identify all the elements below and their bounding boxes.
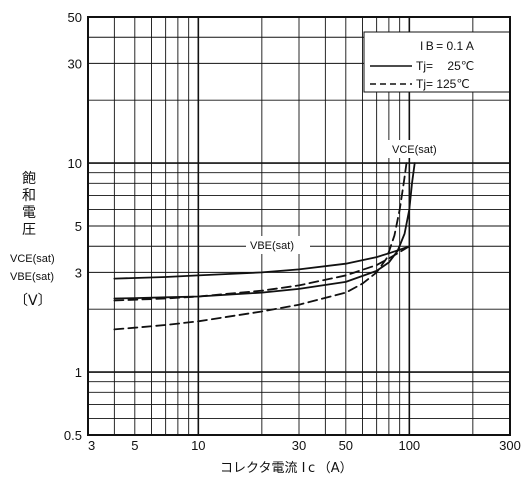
x-tick-label: 3 (88, 438, 95, 453)
ylabel-unit: 〔V〕 (14, 293, 52, 309)
ylabel-vce: VCE(sat) (10, 253, 55, 265)
legend-box (363, 31, 511, 93)
y-tick-label: 50 (68, 10, 82, 25)
y-tick-label: 1 (75, 365, 82, 380)
legend: I B = 0.1 A Tj= 25℃ Tj= 125℃ (363, 31, 511, 93)
annotation-vbe-bg (246, 236, 310, 254)
y-tick-label: 5 (75, 219, 82, 234)
x-tick-label: 50 (339, 438, 353, 453)
y-tick-label: 0.5 (64, 428, 82, 443)
x-tick-label: 10 (191, 438, 205, 453)
plot-frame (87, 16, 511, 436)
annotation-vce: VCE(sat) (392, 144, 437, 156)
annotation-vce-bg (388, 140, 454, 158)
curve-vce-solid (113, 162, 416, 300)
ylabel-char-2: 和 (22, 188, 36, 204)
ylabel-vbe: VBE(sat) (10, 271, 54, 283)
legend-entry-25c: Tj= 25℃ (416, 59, 474, 73)
y-tick-label: 10 (68, 156, 82, 171)
chart-tick-labels: 3 5 10 30 50 100 300 0.5 1 3 5 10 30 50 (64, 10, 521, 453)
annotation-vbe: VBE(sat) (250, 240, 294, 252)
ylabel-char-4: 圧 (22, 222, 36, 238)
ylabel-char-3: 電 (22, 205, 36, 221)
curve-vbe-solid (113, 245, 411, 280)
xlabel: コレクタ電流 I c （A） (220, 461, 353, 476)
y-tick-label: 30 (68, 56, 82, 71)
chart-curves (113, 162, 416, 331)
ylabel-char-1: 飽 (22, 170, 36, 187)
y-tick-label: 3 (75, 265, 82, 280)
x-tick-label: 30 (292, 438, 306, 453)
legend-entry-125c: Tj= 125℃ (416, 77, 470, 91)
x-tick-label: 300 (499, 438, 521, 453)
curve-vce-dashed (113, 162, 408, 331)
x-tick-label: 5 (131, 438, 138, 453)
x-tick-label: 100 (398, 438, 420, 453)
legend-condition: I B = 0.1 A (420, 39, 474, 53)
